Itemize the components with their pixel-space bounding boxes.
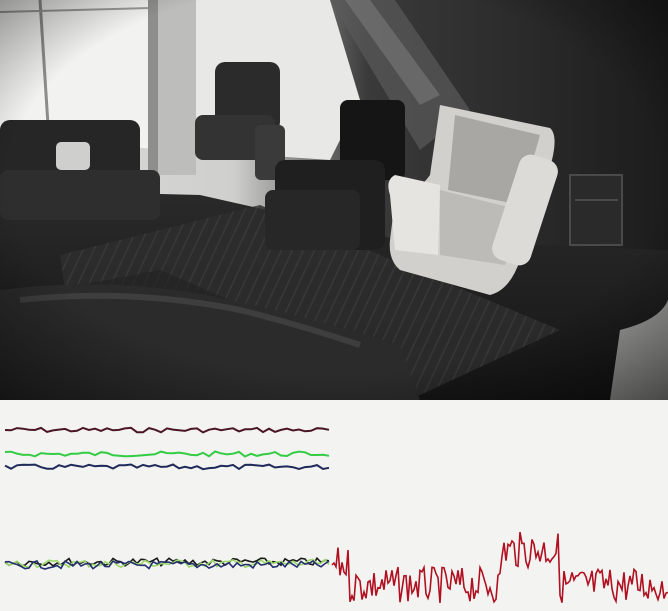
lower-signal-trace <box>4 560 330 570</box>
sensor-signal-panel <box>0 400 668 611</box>
upper-signal-trace <box>4 426 330 434</box>
live-signal-trace <box>331 531 668 605</box>
camera-view <box>0 0 668 400</box>
upper-signal-trace <box>4 463 330 471</box>
lower-signal-trace <box>4 558 330 569</box>
living-room-photo <box>0 0 668 400</box>
signal-plot <box>4 426 668 605</box>
upper-signal-trace <box>4 450 330 458</box>
